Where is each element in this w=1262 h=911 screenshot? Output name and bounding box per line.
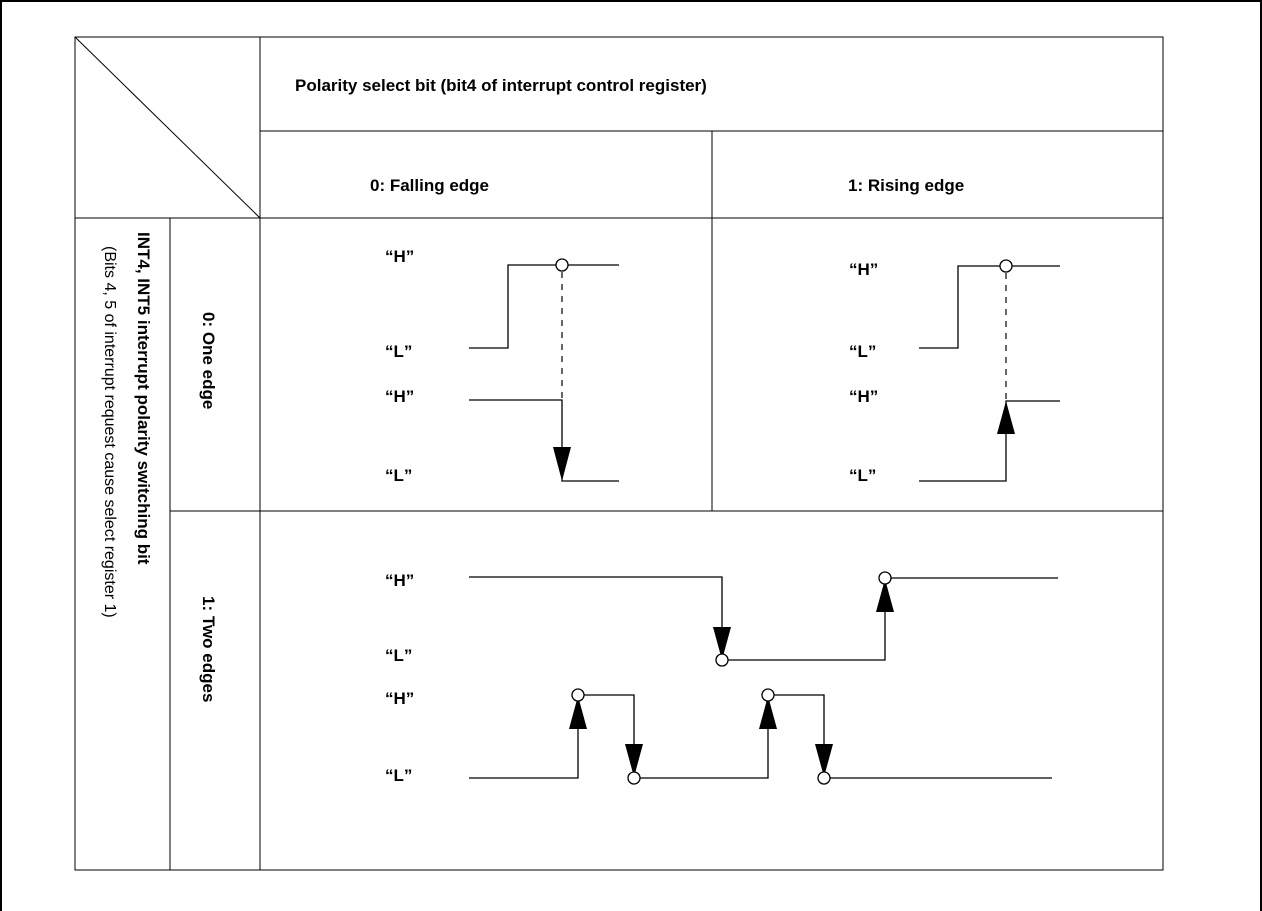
arrow-down-icon: [553, 447, 571, 481]
edge-marker-circle: [571, 688, 585, 702]
input-signal-line: [469, 264, 619, 349]
level-label-l: “L”: [385, 646, 412, 665]
level-label-l: “L”: [849, 466, 876, 485]
col-header-rising: 1: Rising edge: [848, 176, 964, 195]
edge-marker-circle: [878, 571, 892, 585]
table-border: [74, 36, 1164, 871]
level-label-h: “H”: [849, 387, 878, 406]
row-label-one-edge: 0: One edge: [199, 312, 218, 409]
table-grid: [74, 36, 1164, 871]
request-signal-line: [919, 400, 1060, 482]
edge-marker-circle: [715, 653, 729, 667]
request-signal-line: [469, 399, 619, 482]
edge-marker-circle: [627, 771, 641, 785]
corner-diagonal: [74, 36, 261, 219]
level-label-h: “H”: [385, 247, 414, 266]
polarity-title: Polarity select bit (bit4 of interrupt c…: [295, 76, 707, 95]
arrow-up-icon: [876, 579, 894, 612]
level-label-l: “L”: [849, 342, 876, 361]
edge-marker-circle: [555, 258, 569, 272]
row-label-two-edges: 1: Two edges: [199, 596, 218, 702]
level-label-h: “H”: [385, 689, 414, 708]
input-signal-line: [919, 265, 1060, 349]
arrow-up-icon: [569, 696, 587, 729]
falling-one-edge-waveform: [469, 258, 619, 482]
level-label-h: “H”: [849, 260, 878, 279]
level-label-l: “L”: [385, 466, 412, 485]
signal-line: [469, 694, 1052, 779]
rising-one-edge-waveform: [919, 259, 1060, 482]
side-title: INT4, INT5 interrupt polarity switching …: [134, 232, 153, 565]
two-edges-upper-waveform: [469, 571, 1058, 667]
arrow-down-icon: [713, 627, 731, 660]
col-header-falling: 0: Falling edge: [370, 176, 489, 195]
level-label-l: “L”: [385, 766, 412, 785]
edge-marker-circle: [817, 771, 831, 785]
level-label-l: “L”: [385, 342, 412, 361]
level-label-h: “H”: [385, 387, 414, 406]
arrow-up-icon: [759, 696, 777, 729]
level-label-h: “H”: [385, 571, 414, 590]
edge-marker-circle: [761, 688, 775, 702]
arrow-down-icon: [625, 744, 643, 777]
two-edges-lower-waveform: [469, 688, 1052, 785]
side-subtitle: (Bits 4, 5 of interrupt request cause se…: [101, 246, 118, 618]
signal-line: [469, 576, 1058, 661]
arrow-down-icon: [815, 744, 833, 777]
arrow-up-icon: [997, 401, 1015, 434]
edge-marker-circle: [999, 259, 1013, 273]
